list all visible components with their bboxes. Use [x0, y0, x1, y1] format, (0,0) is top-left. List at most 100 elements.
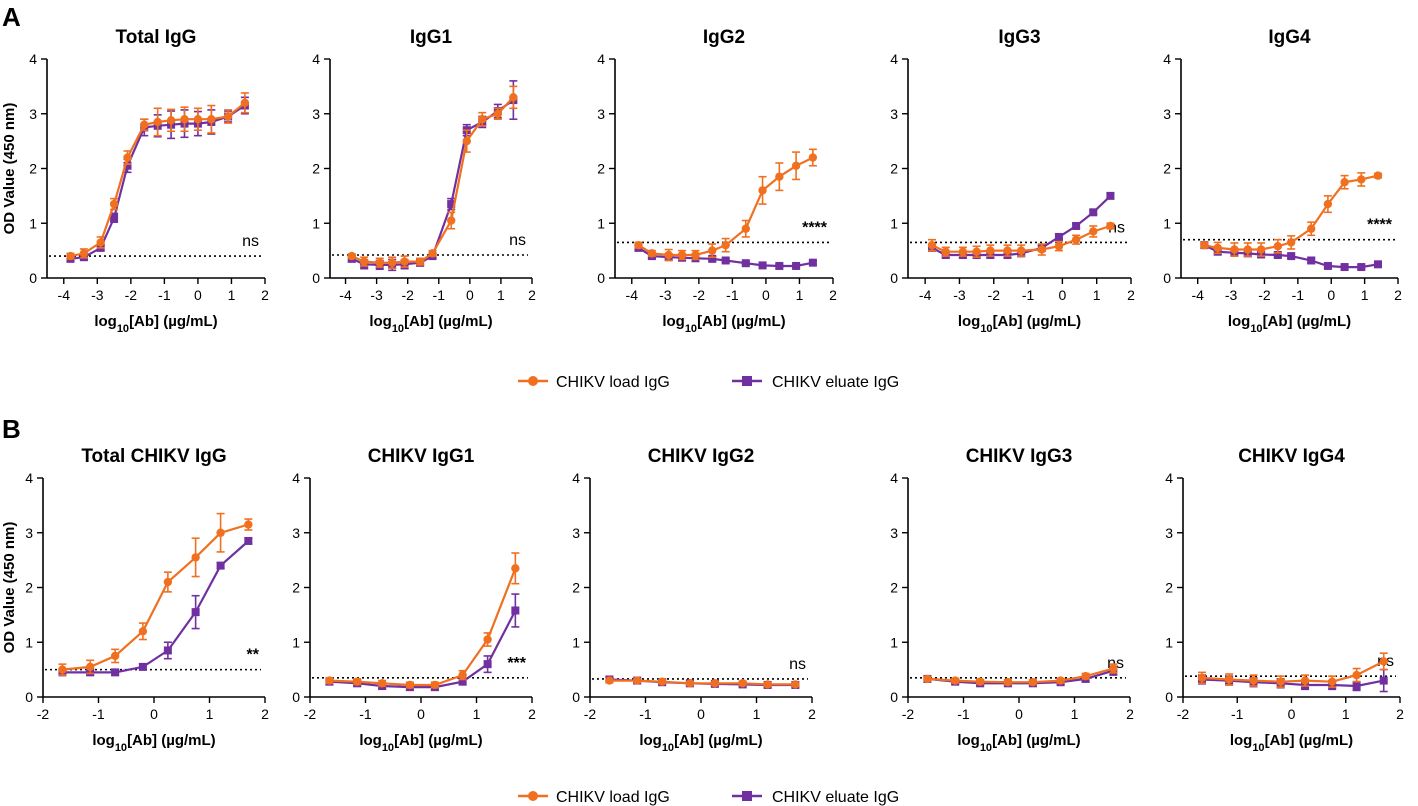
- legend-b-eluate-label: CHIKV eluate IgG: [772, 789, 899, 806]
- data-point-load: [927, 240, 937, 250]
- data-point-load: [975, 677, 985, 686]
- chart-7: CHIKV IgG1 0 1 2 3 4 -2 -1 0 1 2 log10[Ab] (µg/mL) *…: [292, 446, 536, 754]
- y-tick-label: 0: [292, 689, 300, 705]
- chart-title: CHIKV IgG3: [966, 446, 1073, 467]
- data-point-eluate: [483, 660, 492, 669]
- x-tick-label: -1: [158, 287, 171, 303]
- data-point-load: [400, 257, 409, 266]
- x-axis-label: log10[Ab] (µg/mL): [639, 732, 762, 754]
- data-point-eluate: [708, 254, 717, 263]
- y-tick-label: 2: [890, 161, 898, 177]
- y-tick-label: 3: [29, 106, 37, 122]
- data-point-load: [180, 115, 189, 124]
- data-point-load: [352, 677, 362, 686]
- x-tick-label: -2: [304, 706, 317, 722]
- data-point-load: [741, 224, 750, 233]
- chart-title: IgG2: [703, 27, 745, 48]
- x-tick-label: 2: [528, 706, 536, 722]
- data-point-load: [140, 120, 149, 129]
- data-point-load: [193, 115, 203, 124]
- y-tick-label: 1: [25, 634, 33, 650]
- data-point-load: [775, 172, 784, 181]
- x-tick-label: 1: [753, 706, 761, 722]
- legend-a-eluate-label: CHIKV eluate IgG: [772, 374, 899, 391]
- data-point-load: [387, 258, 397, 267]
- y-tick-label: 0: [890, 689, 898, 705]
- data-point-load: [511, 564, 520, 573]
- series-line-load: [62, 523, 249, 671]
- x-tick-label: 1: [473, 706, 481, 722]
- y-tick-label: 1: [1163, 215, 1171, 231]
- y-tick-label: 3: [890, 106, 898, 122]
- x-tick-label: 0: [1058, 287, 1066, 303]
- y-tick-label: 4: [597, 51, 605, 67]
- y-tick-label: 2: [1163, 161, 1171, 177]
- data-point-eluate: [1287, 252, 1296, 261]
- data-point-load: [1379, 657, 1388, 666]
- data-point-eluate: [458, 677, 467, 686]
- data-point-eluate: [110, 213, 119, 222]
- y-tick-label: 2: [292, 580, 300, 596]
- chart-title: IgG4: [1268, 27, 1311, 48]
- x-tick-label: -4: [626, 287, 639, 303]
- x-tick-label: 0: [762, 287, 770, 303]
- data-point-eluate: [775, 261, 784, 270]
- data-point-load: [163, 577, 173, 587]
- y-tick-label: 4: [890, 51, 898, 67]
- data-point-load: [85, 662, 95, 672]
- data-point-load: [1054, 242, 1064, 251]
- data-point-load: [359, 257, 369, 266]
- data-point-eluate: [1054, 232, 1063, 241]
- data-point-load: [347, 251, 356, 261]
- data-point-load: [1276, 677, 1285, 686]
- data-point-load: [153, 117, 162, 127]
- data-point-load: [1081, 671, 1090, 681]
- data-point-load: [1249, 676, 1258, 685]
- data-point-load: [1243, 245, 1252, 254]
- data-point-load: [1307, 224, 1316, 233]
- x-tick-label: -3: [953, 287, 966, 303]
- chart-title: CHIKV IgG1: [368, 446, 475, 467]
- x-tick-label: -1: [639, 706, 652, 722]
- data-point-load: [923, 674, 932, 684]
- data-point-load: [1089, 227, 1098, 236]
- y-tick-label: 1: [572, 634, 580, 650]
- data-point-load: [483, 635, 492, 644]
- x-tick-label: 2: [829, 287, 837, 303]
- legend-b-eluate-marker: [742, 791, 752, 801]
- data-point-load: [1373, 171, 1383, 180]
- data-point-eluate: [1340, 263, 1349, 272]
- x-tick-label: -3: [659, 287, 672, 303]
- data-point-eluate: [1089, 208, 1098, 217]
- charts: Total IgG 0 1 2 3 4 -4 -3 -2 -1 0 1 2 log10[Ab] (µg/m…: [1, 27, 1404, 754]
- y-tick-label: 4: [292, 470, 300, 486]
- x-tick-label: 0: [417, 706, 425, 722]
- data-point-eluate: [1373, 260, 1382, 269]
- significance-label: ***: [507, 655, 526, 672]
- x-tick-label: 0: [697, 706, 705, 722]
- data-point-load: [509, 93, 518, 102]
- x-tick-label: -2: [693, 287, 706, 303]
- data-point-load: [109, 199, 119, 209]
- x-axis-label: log10[Ab] (µg/mL): [369, 313, 492, 335]
- x-tick-label: 2: [1396, 706, 1404, 722]
- data-point-load: [138, 627, 148, 636]
- x-tick-label: 1: [1093, 287, 1101, 303]
- y-tick-label: 3: [890, 525, 898, 541]
- data-point-eluate: [808, 258, 817, 267]
- x-tick-label: 1: [206, 706, 214, 722]
- chart-6: Total CHIKV IgG 0 1 2 3 4 -2 -1 0 1 2 log10[Ab] (µg…: [1, 446, 269, 754]
- legend-b-load-marker: [528, 791, 538, 801]
- y-tick-label: 0: [29, 270, 37, 286]
- y-tick-label: 0: [25, 689, 33, 705]
- chart-8: CHIKV IgG2 0 1 2 3 4 -2 -1 0 1 2 log10[Ab] (µg/mL) n…: [572, 446, 816, 754]
- y-tick-label: 4: [312, 51, 320, 67]
- x-tick-label: -2: [988, 287, 1001, 303]
- y-tick-label: 1: [890, 634, 898, 650]
- data-point-load: [223, 112, 233, 121]
- data-point-load: [325, 676, 334, 685]
- data-point-load: [941, 247, 950, 256]
- y-tick-label: 0: [597, 270, 605, 286]
